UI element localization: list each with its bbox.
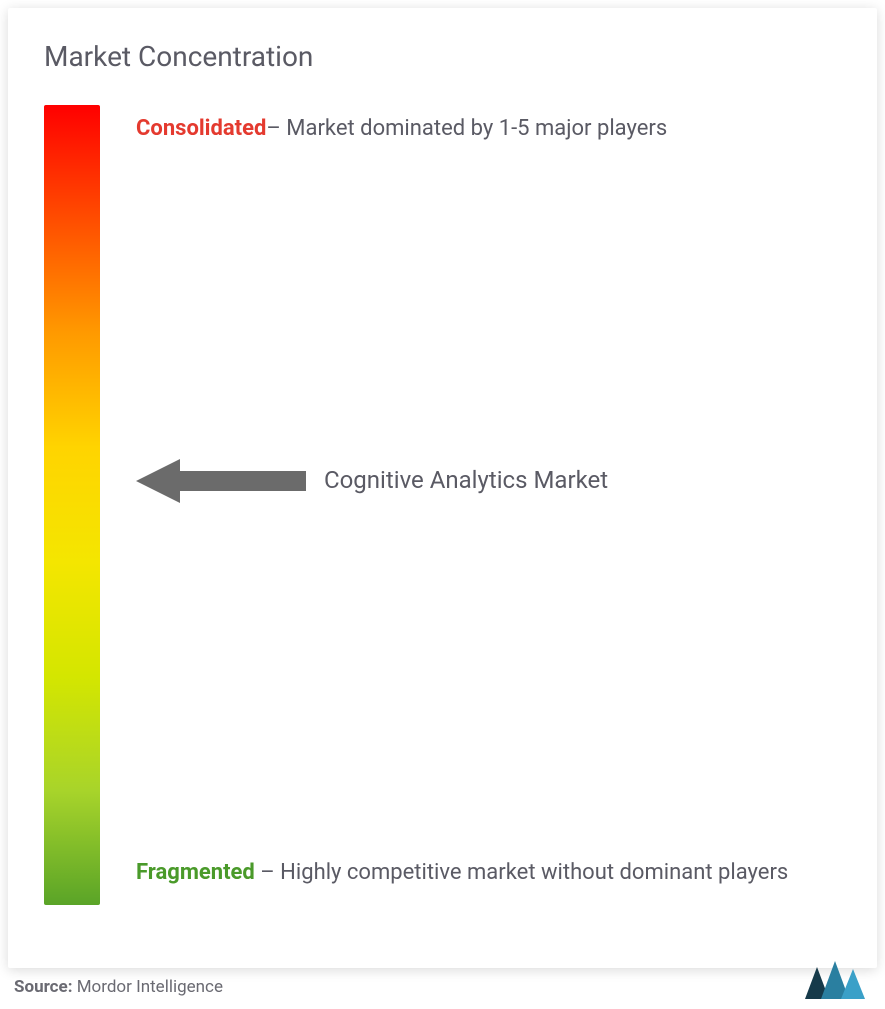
market-name: Cognitive Analytics Market	[324, 464, 608, 498]
consolidated-keyword: Consolidated	[136, 116, 266, 141]
fragmented-keyword: Fragmented	[136, 860, 255, 885]
chart-title: Market Concentration	[44, 40, 849, 73]
source-label: Source:	[14, 977, 72, 997]
source-attribution: Source: Mordor Intelligence	[14, 977, 223, 997]
market-position-marker: Cognitive Analytics Market	[136, 459, 608, 503]
gradient-scale-bar	[44, 105, 100, 905]
concentration-card: Market Concentration Consolidated– Marke…	[8, 8, 877, 968]
fragmented-label: Fragmented – Highly competitive market w…	[136, 849, 829, 897]
fragmented-desc: – Highly competitive market without domi…	[255, 860, 788, 885]
consolidated-label: Consolidated– Market dominated by 1-5 ma…	[136, 105, 829, 153]
arrow-left-icon	[136, 459, 306, 503]
mordor-logo-icon	[805, 959, 867, 1003]
chart-content: Consolidated– Market dominated by 1-5 ma…	[44, 105, 849, 925]
source-value: Mordor Intelligence	[72, 977, 222, 997]
consolidated-desc: – Market dominated by 1-5 major players	[266, 116, 667, 141]
label-column: Consolidated– Market dominated by 1-5 ma…	[100, 105, 849, 925]
